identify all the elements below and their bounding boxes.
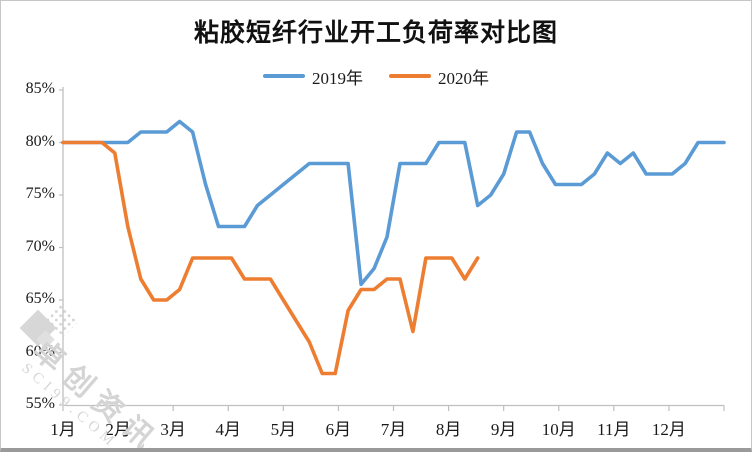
x-axis-month-label: 4月: [215, 420, 242, 439]
legend-item-2019: 2019年: [263, 64, 363, 89]
y-axis-tick-label: 70%: [25, 237, 55, 255]
legend-label-2020: 2020年: [438, 68, 489, 88]
x-axis-month-label: 6月: [325, 420, 352, 439]
x-axis-month-label: 10月: [541, 420, 576, 439]
legend-line-swatch-2019-icon: [263, 74, 305, 78]
x-axis-month-label: 3月: [160, 420, 186, 439]
y-axis-tick-label: 65%: [25, 290, 55, 307]
legend-line-swatch-2020-icon: [389, 74, 431, 78]
x-axis-month-label: 7月: [380, 420, 407, 439]
y-axis-tick-label: 85%: [25, 80, 55, 97]
series-line-2019年: [61, 119, 726, 287]
y-axis-tick-label: 60%: [25, 342, 55, 360]
y-axis-tick-label: 75%: [25, 185, 55, 202]
x-axis-month-label: 2月: [105, 420, 131, 439]
x-axis-month-label: 5月: [270, 420, 297, 439]
y-axis-tick-label: 55%: [25, 395, 55, 412]
x-axis-month-label: 8月: [435, 420, 462, 439]
x-axis-month-label: 1月: [50, 420, 76, 439]
chart-title: 粘胶短纤行业开工负荷率对比图: [193, 20, 558, 47]
x-axis-month-label: 12月: [651, 420, 686, 439]
y-axis-tick-label: 80%: [25, 132, 55, 150]
series-line-2020年: [61, 140, 480, 376]
x-axis-month-label: 11月: [597, 420, 631, 439]
legend-label-2019: 2019年: [312, 68, 363, 88]
legend-item-2020: 2020年: [389, 64, 489, 89]
legend: 2019年 2020年: [1, 64, 751, 89]
x-axis-month-label: 9月: [490, 420, 517, 439]
